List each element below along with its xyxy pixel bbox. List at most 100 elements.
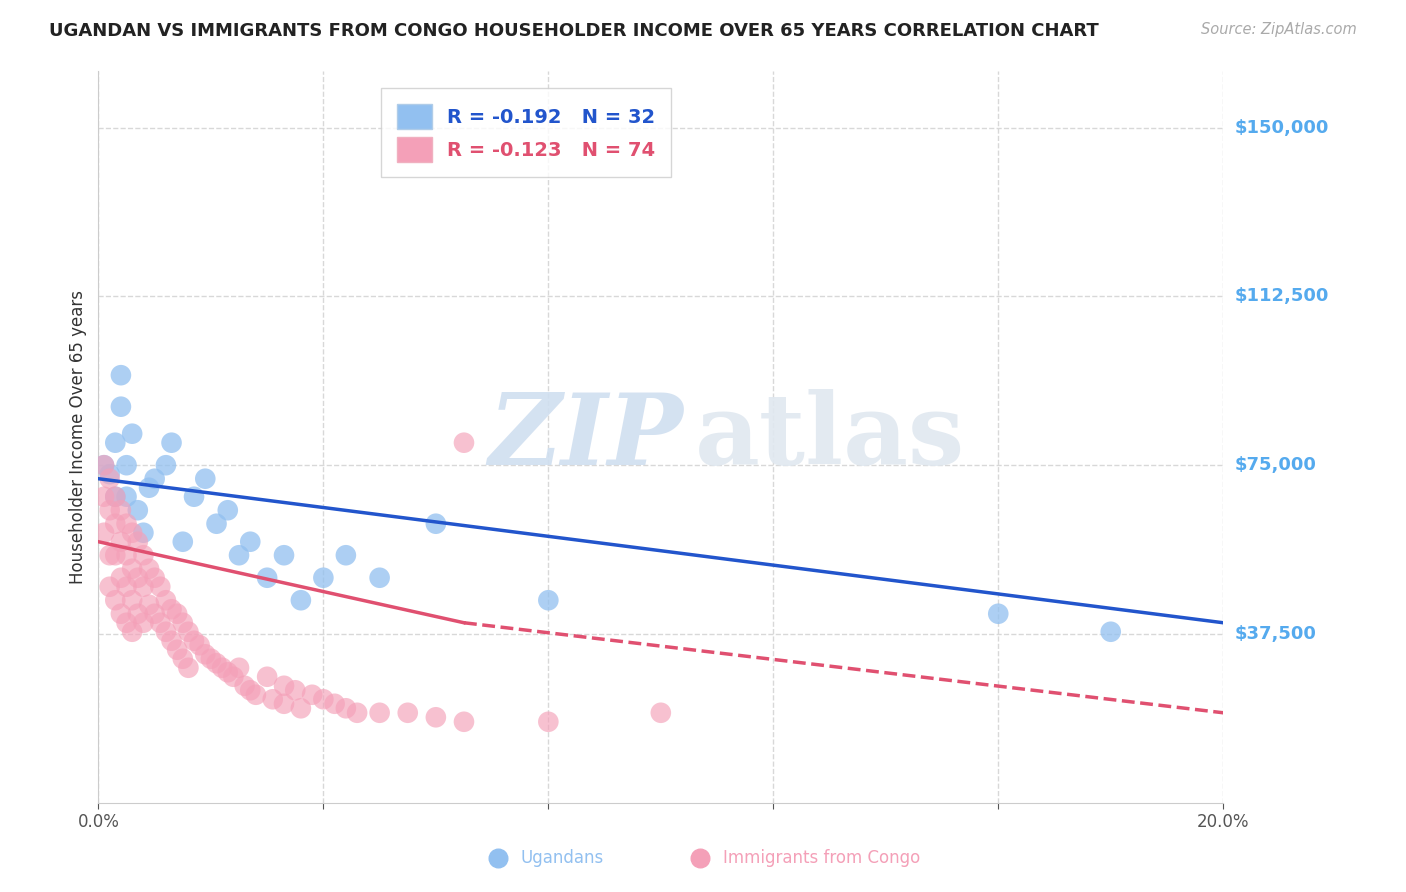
Point bbox=[222, 670, 245, 684]
Point bbox=[368, 706, 391, 720]
Point bbox=[110, 607, 132, 621]
Point bbox=[217, 665, 239, 680]
Point bbox=[93, 458, 115, 473]
Point bbox=[104, 593, 127, 607]
Point bbox=[115, 548, 138, 562]
Point bbox=[98, 467, 121, 482]
Point bbox=[284, 683, 307, 698]
Point bbox=[104, 490, 127, 504]
Y-axis label: Householder Income Over 65 years: Householder Income Over 65 years bbox=[69, 290, 87, 584]
Point bbox=[262, 692, 284, 706]
Point bbox=[233, 679, 256, 693]
Point bbox=[121, 426, 143, 441]
Point bbox=[537, 714, 560, 729]
Point bbox=[127, 607, 149, 621]
Point bbox=[132, 548, 155, 562]
Point bbox=[132, 525, 155, 540]
Point bbox=[205, 516, 228, 531]
Point bbox=[138, 598, 160, 612]
Point bbox=[346, 706, 368, 720]
Point bbox=[104, 490, 127, 504]
Point bbox=[425, 516, 447, 531]
Point bbox=[177, 624, 200, 639]
Point bbox=[256, 571, 278, 585]
Point bbox=[143, 472, 166, 486]
Point bbox=[143, 607, 166, 621]
Point bbox=[312, 571, 335, 585]
Point bbox=[217, 503, 239, 517]
Point bbox=[183, 490, 205, 504]
Point bbox=[335, 701, 357, 715]
Point bbox=[188, 638, 211, 652]
Point bbox=[155, 593, 177, 607]
Point bbox=[453, 714, 475, 729]
Point bbox=[194, 472, 217, 486]
Point bbox=[987, 607, 1010, 621]
Point bbox=[132, 580, 155, 594]
Point bbox=[138, 481, 160, 495]
Point bbox=[115, 516, 138, 531]
Point bbox=[104, 516, 127, 531]
Point bbox=[290, 593, 312, 607]
Point bbox=[301, 688, 323, 702]
Legend: R = -0.192   N = 32, R = -0.123   N = 74: R = -0.192 N = 32, R = -0.123 N = 74 bbox=[381, 88, 671, 178]
Point bbox=[127, 503, 149, 517]
Point bbox=[127, 571, 149, 585]
Point bbox=[98, 472, 121, 486]
Point bbox=[273, 697, 295, 711]
Point bbox=[121, 593, 143, 607]
Point bbox=[160, 633, 183, 648]
Point bbox=[172, 615, 194, 630]
Point bbox=[93, 458, 115, 473]
Point bbox=[537, 593, 560, 607]
Point bbox=[312, 692, 335, 706]
Point bbox=[155, 624, 177, 639]
Point bbox=[172, 534, 194, 549]
Point bbox=[183, 633, 205, 648]
Text: Immigrants from Congo: Immigrants from Congo bbox=[723, 848, 920, 867]
Point bbox=[98, 503, 121, 517]
Point bbox=[110, 534, 132, 549]
Point bbox=[138, 562, 160, 576]
Point bbox=[256, 670, 278, 684]
Point bbox=[104, 435, 127, 450]
Point bbox=[98, 580, 121, 594]
Point bbox=[425, 710, 447, 724]
Point bbox=[110, 503, 132, 517]
Point bbox=[98, 548, 121, 562]
Point bbox=[160, 435, 183, 450]
Text: $75,000: $75,000 bbox=[1234, 456, 1316, 475]
Point bbox=[368, 571, 391, 585]
Text: Source: ZipAtlas.com: Source: ZipAtlas.com bbox=[1201, 22, 1357, 37]
Point bbox=[396, 706, 419, 720]
Point bbox=[110, 368, 132, 383]
Point bbox=[273, 548, 295, 562]
Point bbox=[110, 400, 132, 414]
Point bbox=[115, 615, 138, 630]
Point bbox=[166, 642, 188, 657]
Point bbox=[211, 661, 233, 675]
Point bbox=[453, 435, 475, 450]
Text: Ugandans: Ugandans bbox=[520, 848, 603, 867]
Point bbox=[121, 525, 143, 540]
Text: ZIP: ZIP bbox=[488, 389, 683, 485]
Point bbox=[149, 615, 172, 630]
Point bbox=[160, 602, 183, 616]
Point bbox=[149, 580, 172, 594]
Point bbox=[166, 607, 188, 621]
Point bbox=[177, 661, 200, 675]
Point bbox=[155, 458, 177, 473]
Point bbox=[200, 652, 222, 666]
Point bbox=[121, 562, 143, 576]
Point bbox=[132, 615, 155, 630]
Text: UGANDAN VS IMMIGRANTS FROM CONGO HOUSEHOLDER INCOME OVER 65 YEARS CORRELATION CH: UGANDAN VS IMMIGRANTS FROM CONGO HOUSEHO… bbox=[49, 22, 1099, 40]
Point bbox=[194, 647, 217, 661]
Point bbox=[172, 652, 194, 666]
Point bbox=[1099, 624, 1122, 639]
Point bbox=[245, 688, 267, 702]
Point bbox=[239, 534, 262, 549]
Text: $112,500: $112,500 bbox=[1234, 287, 1329, 305]
Point bbox=[273, 679, 295, 693]
Point bbox=[115, 490, 138, 504]
Point bbox=[205, 657, 228, 671]
